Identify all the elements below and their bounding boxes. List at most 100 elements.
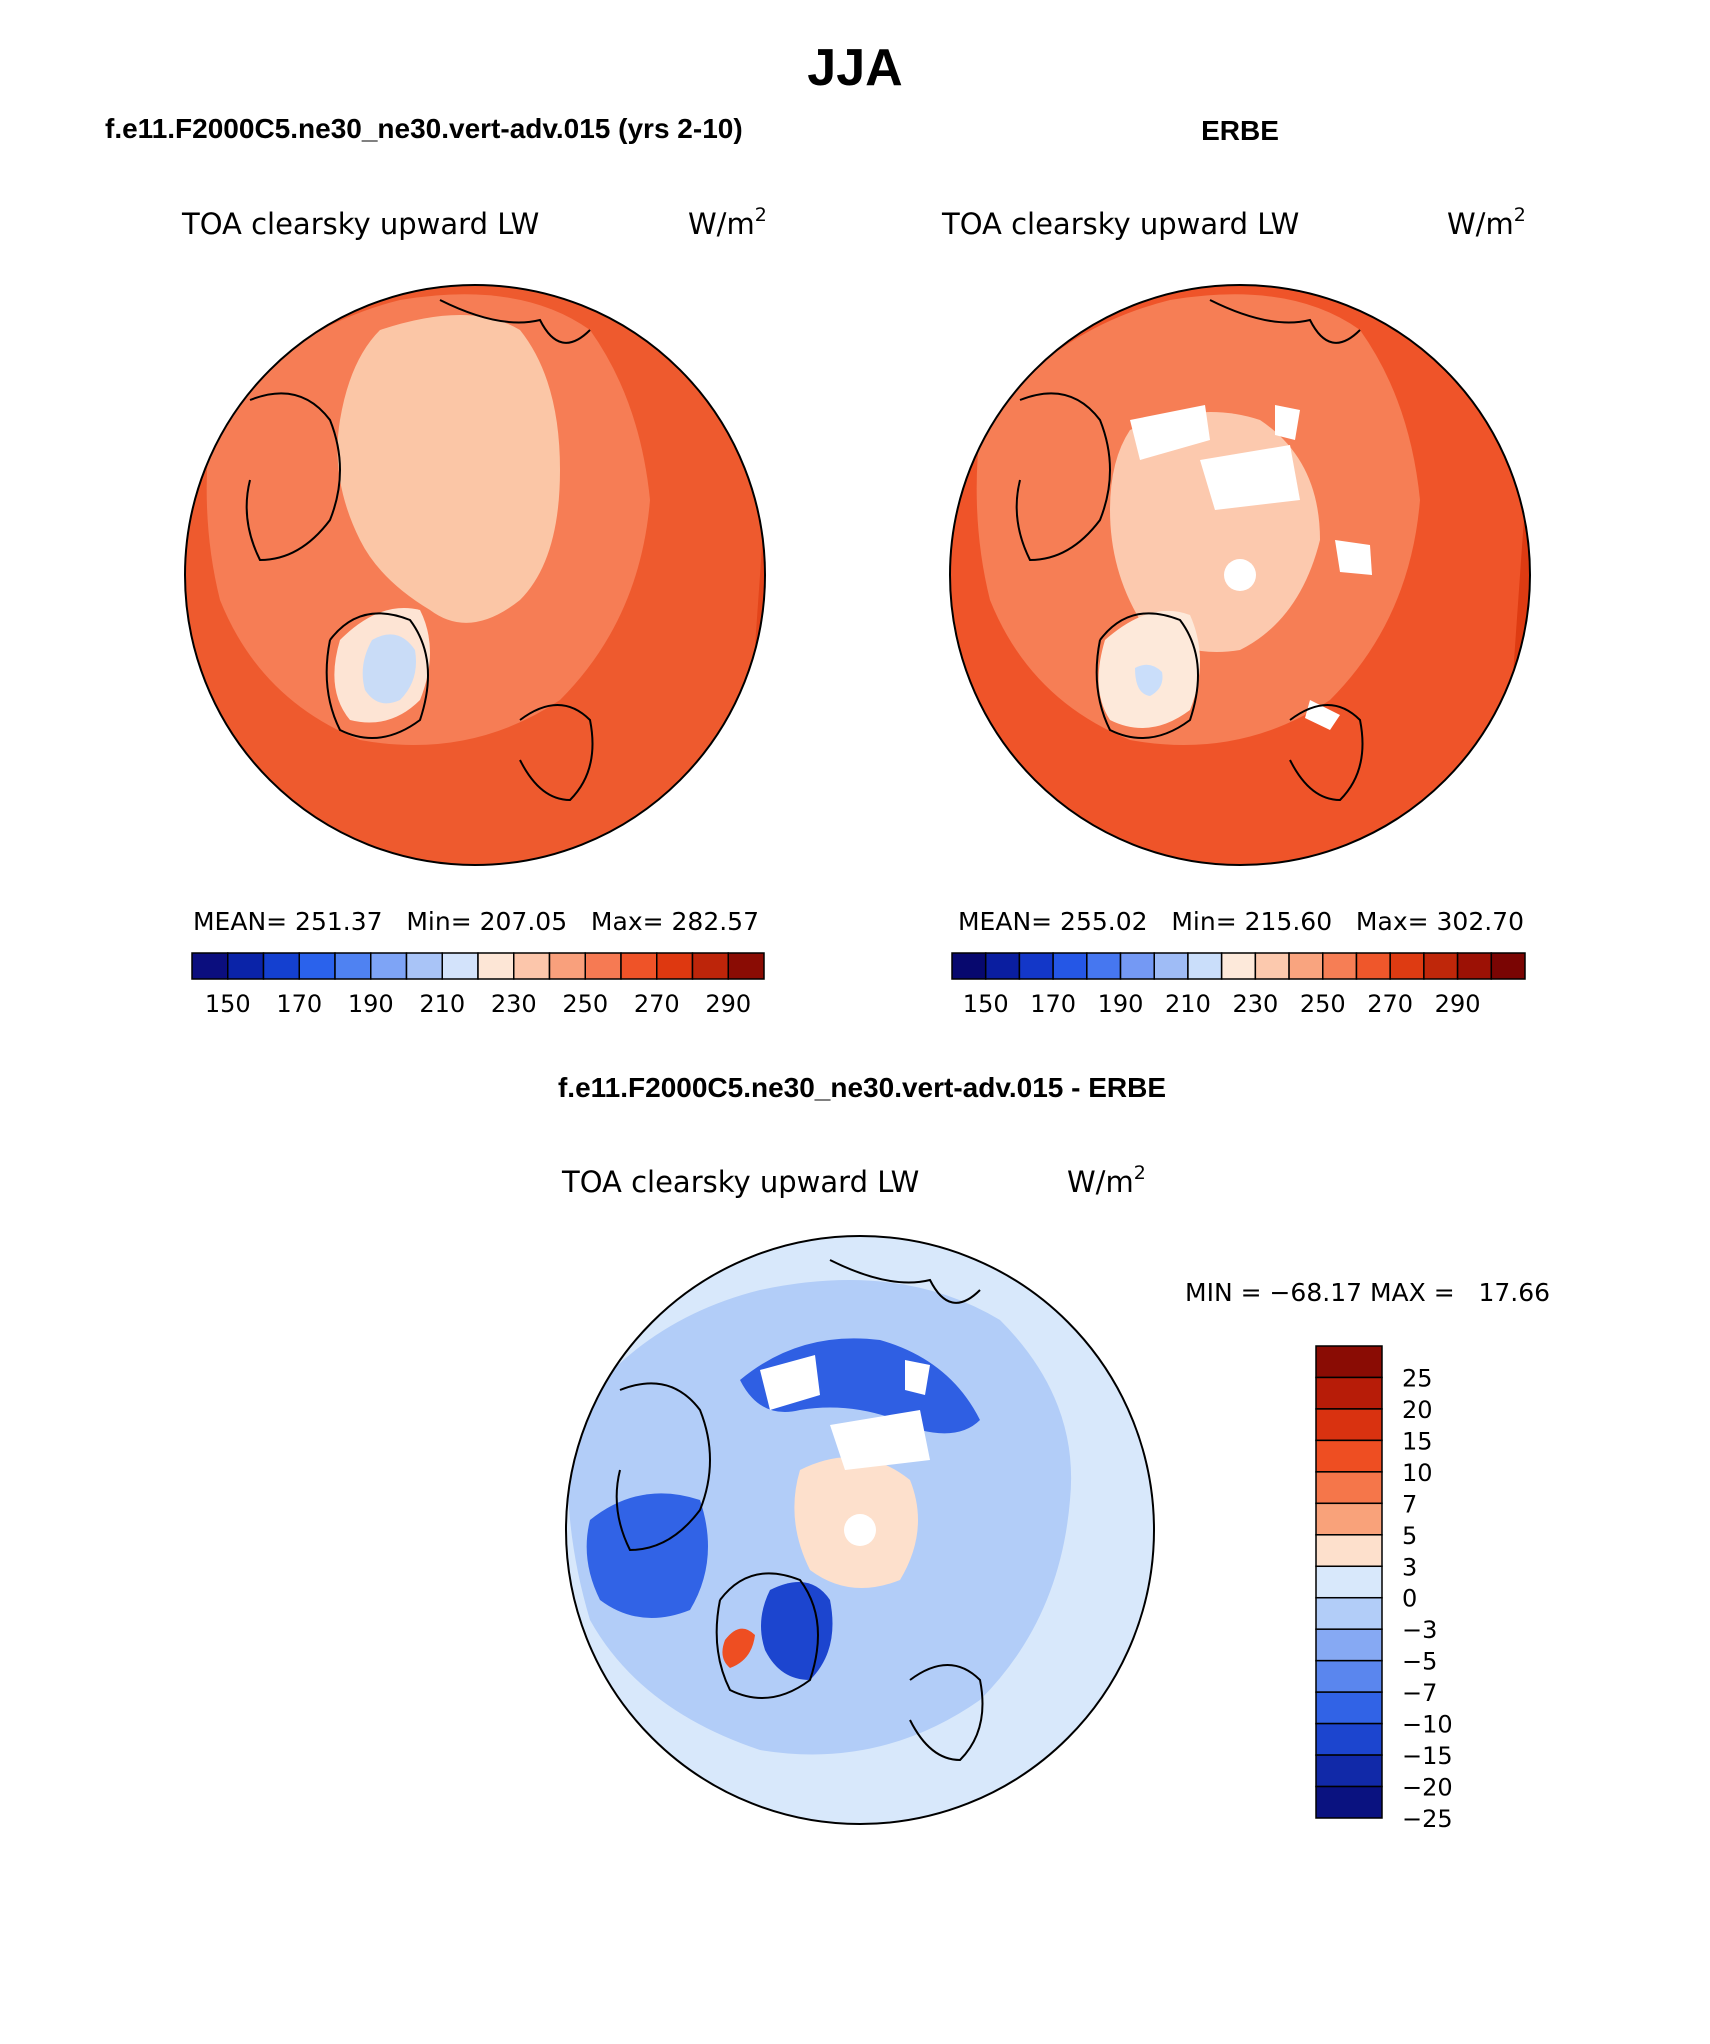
panel-obs-missing-data [1130, 405, 1372, 730]
colorbar-swatch [1018, 952, 1054, 980]
colorbar-swatch [1288, 952, 1324, 980]
colorbar-swatch [1153, 952, 1189, 980]
colorbar-swatch [262, 952, 300, 980]
colorbar-tick-label: 210 [1165, 990, 1211, 1018]
colorbar-swatch [548, 952, 586, 980]
colorbar-tick-label: 230 [491, 990, 537, 1018]
colorbar-swatch [620, 952, 658, 980]
colorbar-tick-label: −7 [1402, 1679, 1437, 1707]
colorbar-tick-label: 170 [1030, 990, 1076, 1018]
colorbar-tick-label: 190 [1098, 990, 1144, 1018]
colorbar-tick-label: 250 [1300, 990, 1346, 1018]
colorbar-swatch [1315, 1691, 1383, 1725]
panel-model-colorbar [191, 952, 765, 980]
panel-diff-variable: TOA clearsky upward LW [561, 1165, 919, 1199]
panel-obs-map [950, 285, 1530, 865]
colorbar-swatch [1315, 1754, 1383, 1788]
panel-model-variable: TOA clearsky upward LW [181, 207, 539, 241]
colorbar-tick-label: 10 [1402, 1459, 1433, 1487]
colorbar-swatch [1389, 952, 1425, 980]
colorbar-tick-label: −15 [1402, 1742, 1453, 1770]
panel-diff: f.e11.F2000C5.ne30_ne30.vert-adv.015 - E… [558, 1072, 1550, 1833]
colorbar-tick-label: 270 [634, 990, 680, 1018]
colorbar-tick-label: −20 [1402, 1774, 1453, 1802]
colorbar-tick-label: 210 [419, 990, 465, 1018]
panel-model-field-greenland-core [362, 634, 416, 704]
colorbar-swatch [1315, 1502, 1383, 1536]
colorbar-tick-label: −25 [1402, 1805, 1453, 1833]
colorbar-swatch [1315, 1628, 1383, 1662]
panel-obs-variable: TOA clearsky upward LW [941, 207, 1299, 241]
colorbar-tick-label: 170 [276, 990, 322, 1018]
panel-model-stats: MEAN= 251.37 Min= 207.05 Max= 282.57 [193, 907, 759, 936]
colorbar-swatch [1254, 952, 1290, 980]
page-title: JJA [807, 39, 902, 97]
colorbar-tick-label: 15 [1402, 1427, 1433, 1455]
colorbar-tick-label: −3 [1402, 1616, 1437, 1644]
colorbar-tick-label: 25 [1402, 1364, 1433, 1392]
colorbar-swatch [441, 952, 479, 980]
panel-diff-coastlines [615, 1259, 984, 1762]
colorbar-tick-label: 270 [1367, 990, 1413, 1018]
panel-model-field-arctic [337, 315, 560, 623]
panel-model-units: W/m2 [688, 204, 767, 241]
colorbar-swatch [334, 952, 372, 980]
panel-obs-colorbar-labels: 150 170 190 210 230 250 270 290 [963, 990, 1481, 1018]
panel-model-map [185, 285, 765, 865]
colorbar-swatch [1456, 952, 1493, 980]
colorbar-swatch [1423, 952, 1459, 980]
panel-obs: ERBE TOA clearsky upward LW W/m2 MEAN= 2… [941, 115, 1531, 1018]
colorbar-tick-label: 250 [562, 990, 608, 1018]
colorbar-swatch [1355, 952, 1391, 980]
colorbar-swatch [405, 952, 443, 980]
colorbar-swatch [1490, 952, 1526, 980]
colorbar-swatch [477, 952, 515, 980]
panel-diff-map [566, 1236, 1154, 1824]
colorbar-swatch [1315, 1785, 1383, 1819]
colorbar-swatch [1315, 1345, 1383, 1379]
panel-diff-colorbar-labels: 25 20 15 10 7 5 3 0 −3 −5 −7 −10 −15 −20 −25 [1402, 1364, 1453, 1833]
colorbar-tick-label: 20 [1402, 1396, 1433, 1424]
panel-model-coastlines [245, 299, 594, 802]
panel-obs-heading: ERBE [1201, 115, 1279, 146]
panel-diff-heading: f.e11.F2000C5.ne30_ne30.vert-adv.015 - E… [558, 1072, 1166, 1103]
colorbar-swatch [1322, 952, 1358, 980]
colorbar-tick-label: 290 [705, 990, 751, 1018]
colorbar-swatch [1052, 952, 1088, 980]
colorbar-tick-label: 0 [1402, 1585, 1417, 1613]
panel-model: f.e11.F2000C5.ne30_ne30.vert-adv.015 (yr… [105, 113, 767, 1018]
colorbar-swatch [1086, 952, 1122, 980]
colorbar-swatch [1187, 952, 1223, 980]
panel-obs-stats: MEAN= 255.02 Min= 215.60 Max= 302.70 [958, 907, 1524, 936]
colorbar-swatch [584, 952, 622, 980]
colorbar-swatch [727, 952, 765, 980]
colorbar-tick-label: 5 [1402, 1522, 1417, 1550]
colorbar-swatch [1315, 1565, 1383, 1599]
panel-diff-field-cool-atlantic [586, 1493, 708, 1618]
colorbar-swatch [191, 952, 229, 980]
panel-obs-units: W/m2 [1447, 204, 1526, 241]
colorbar-swatch [1315, 1408, 1383, 1442]
colorbar-tick-label: 150 [963, 990, 1009, 1018]
colorbar-swatch [691, 952, 729, 980]
colorbar-swatch [513, 952, 551, 980]
colorbar-tick-label: 7 [1402, 1490, 1417, 1518]
panel-diff-minmax: MIN = −68.17 MAX = 17.66 [1185, 1278, 1550, 1307]
colorbar-swatch [1315, 1376, 1383, 1410]
panel-diff-colorbar [1315, 1345, 1383, 1819]
panel-model-colorbar-labels: 150 170 190 210 230 250 270 290 [205, 990, 751, 1018]
panel-diff-units: W/m2 [1067, 1162, 1146, 1199]
colorbar-swatch [1315, 1722, 1383, 1756]
colorbar-tick-label: 150 [205, 990, 251, 1018]
colorbar-swatch [298, 952, 336, 980]
colorbar-swatch [227, 952, 265, 980]
colorbar-swatch [1119, 952, 1155, 980]
colorbar-swatch [1315, 1596, 1383, 1630]
colorbar-swatch [1315, 1439, 1383, 1473]
colorbar-swatch [1315, 1659, 1383, 1693]
colorbar-tick-label: −5 [1402, 1648, 1437, 1676]
panel-diff-missing-data [760, 1355, 930, 1546]
panel-model-heading: f.e11.F2000C5.ne30_ne30.vert-adv.015 (yr… [105, 113, 743, 144]
colorbar-swatch [951, 952, 987, 980]
